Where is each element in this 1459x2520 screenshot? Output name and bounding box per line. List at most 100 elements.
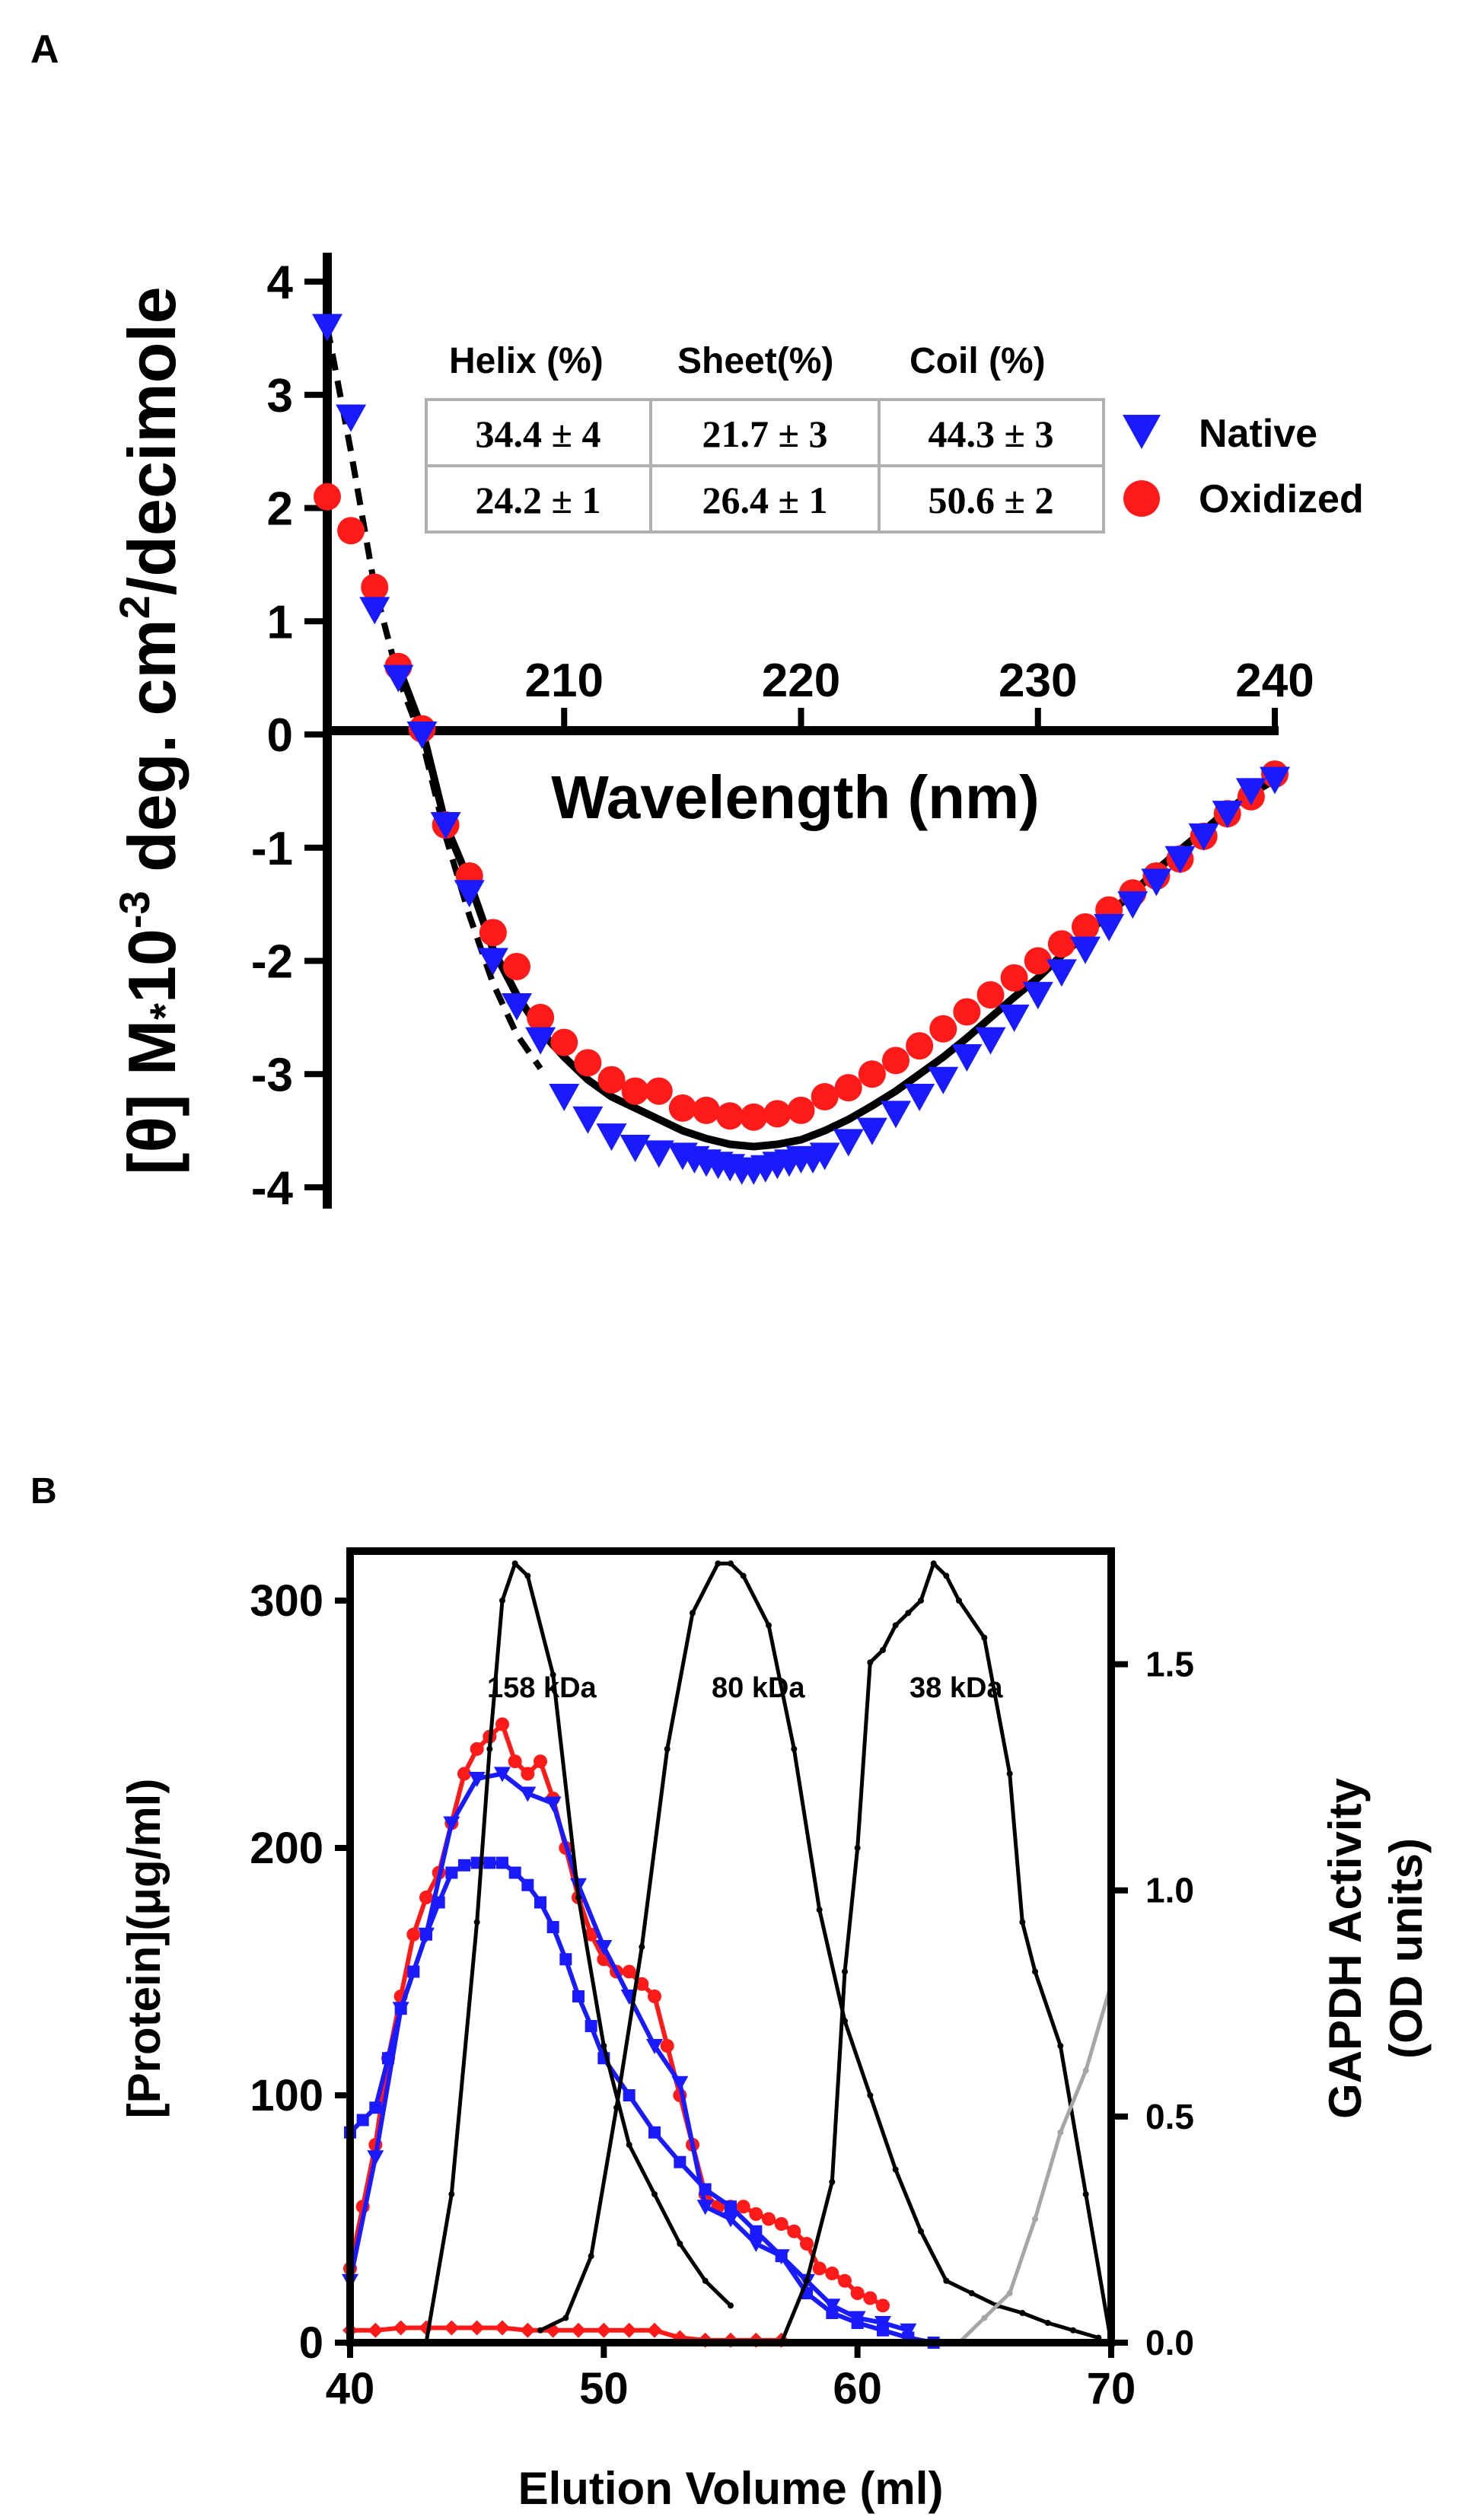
b-point <box>838 2273 852 2288</box>
b-point <box>356 2114 369 2127</box>
b-point <box>877 2324 889 2337</box>
b-point <box>600 2043 607 2049</box>
b-series-line <box>348 1771 909 2333</box>
table-cell: 24.2 ± 1 <box>476 479 601 521</box>
b-point <box>722 2212 739 2228</box>
b-left-ticks: 0 100 200 300 <box>250 1576 350 2368</box>
b-point <box>1032 2216 1038 2222</box>
native-point <box>833 1129 864 1157</box>
a-y-tick-label: 1 <box>267 596 293 648</box>
native-point <box>477 948 508 976</box>
oxidized-point <box>858 1060 886 1088</box>
b-point <box>791 1746 798 1752</box>
oxidized-point <box>906 1032 934 1060</box>
native-point <box>881 1101 911 1129</box>
b-point <box>715 1560 722 1567</box>
native-point <box>1164 846 1196 874</box>
b-point <box>981 1634 988 1641</box>
legend-native-label: Native <box>1199 412 1317 456</box>
b-point <box>648 1990 661 2003</box>
native-point <box>525 1027 556 1055</box>
b-right-axis-label-line1: GAPDH Activity <box>1320 1777 1371 2118</box>
b-point <box>1057 2129 1064 2136</box>
b-point <box>639 1944 645 1950</box>
b-point <box>812 2261 827 2276</box>
b-right-tick-label: 1.5 <box>1145 1645 1194 1684</box>
b-point <box>524 1572 531 1579</box>
b-point <box>508 1866 521 1879</box>
b-point <box>519 1786 537 1802</box>
oxidized-point <box>811 1083 839 1110</box>
b-point <box>1019 2310 1026 2316</box>
b-right-tick-label: 0.5 <box>1145 2097 1194 2136</box>
b-point <box>1044 2320 1051 2326</box>
b-point <box>470 1742 484 1756</box>
b-point <box>851 2317 864 2329</box>
b-point <box>702 2277 709 2284</box>
b-point <box>842 1968 848 1975</box>
oxidized-point <box>716 1102 744 1130</box>
b-point <box>595 1940 613 1955</box>
b-point <box>596 2322 612 2338</box>
a-y-tick-label: 2 <box>267 483 293 536</box>
annotation-38kda: 38 kDa <box>909 1672 1003 1704</box>
oxidized-point <box>763 1100 792 1128</box>
a-x-axis-label: Wavelength (nm) <box>551 763 1039 831</box>
b-point <box>445 1866 458 1879</box>
a-y-tick-label: -1 <box>251 823 293 875</box>
native-point <box>502 993 532 1021</box>
b-point <box>867 2092 874 2098</box>
b-point <box>787 2224 801 2238</box>
b-point <box>674 2155 686 2168</box>
b-point <box>534 1896 546 1909</box>
b-x-axis-label: Elution Volume (ml) <box>518 2463 944 2514</box>
b-point <box>457 1767 471 1781</box>
b-point <box>534 1754 547 1769</box>
b-left-tick-label: 100 <box>250 2071 323 2120</box>
b-x-tick-label: 40 <box>326 2364 375 2413</box>
b-point <box>495 1717 509 1732</box>
native-point <box>1022 982 1053 1010</box>
b-left-axis-label: [Protein](μg/ml) <box>119 1779 170 2119</box>
native-point <box>549 1084 580 1111</box>
legend-native-marker <box>1123 415 1161 449</box>
oxidized-point <box>882 1047 909 1075</box>
b-right-tick-label: 0.0 <box>1145 2323 1194 2362</box>
annotation-80kda: 80 kDa <box>712 1672 805 1704</box>
b-point <box>1019 1919 1026 1926</box>
b-point <box>511 1560 518 1567</box>
native-point <box>1188 823 1219 851</box>
native-point <box>1141 868 1172 897</box>
b-point <box>394 2002 407 2015</box>
b-point <box>725 2200 737 2213</box>
b-series-2 <box>342 1767 917 2339</box>
b-point <box>826 2307 839 2319</box>
b-point <box>823 2299 841 2315</box>
a-x-tick-label: 210 <box>525 655 604 707</box>
b-point <box>647 2322 662 2338</box>
b-point <box>622 1964 636 1979</box>
b-point <box>559 1953 572 1966</box>
b-point <box>393 2320 409 2336</box>
b-series-line <box>350 2325 782 2343</box>
a-legend: Native Oxidized <box>1123 412 1364 521</box>
b-point <box>584 1927 598 1942</box>
b-point <box>664 1746 671 1752</box>
b-point <box>671 2076 689 2092</box>
native-point <box>454 880 485 908</box>
native-point <box>572 1106 604 1134</box>
b-point <box>804 2277 810 2284</box>
b-point <box>874 2316 891 2331</box>
oxidized-point <box>787 1096 815 1124</box>
native-point <box>1070 936 1101 964</box>
b-point <box>483 1856 496 1869</box>
b-point <box>775 2250 788 2263</box>
native-point <box>336 404 367 432</box>
b-point <box>825 2267 839 2280</box>
native-point <box>1212 801 1243 829</box>
b-point <box>762 2212 776 2226</box>
b-point <box>432 1896 445 1909</box>
native-point <box>1235 778 1266 806</box>
b-point <box>747 2237 765 2252</box>
